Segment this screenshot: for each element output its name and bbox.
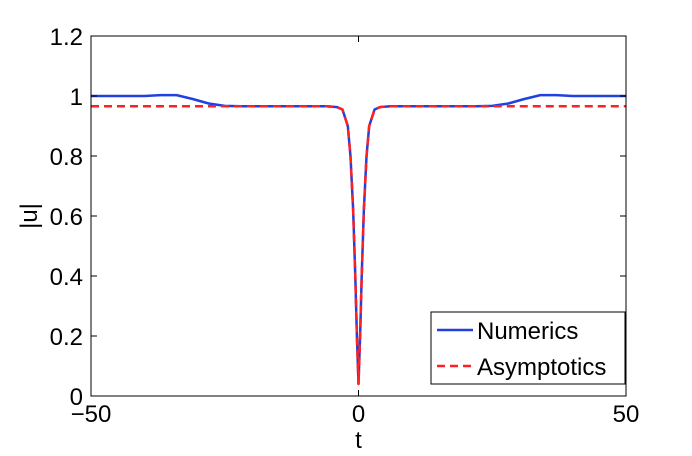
x-tick-label: 0 (352, 401, 365, 428)
y-tick-label: 0.2 (50, 324, 83, 351)
series-asymptotics-line (91, 104, 626, 386)
y-tick-label: 0.8 (50, 144, 83, 171)
x-tick-label: 50 (613, 401, 640, 428)
y-tick-label: 0.6 (50, 204, 83, 231)
series-layer (91, 93, 626, 386)
y-tick-label: 0.4 (50, 264, 83, 291)
y-tick-label: 1.2 (50, 24, 83, 51)
y-tick-label: 0 (70, 384, 83, 411)
x-tick-label: −50 (71, 401, 112, 428)
legend-box (430, 311, 626, 385)
legend-label-asymptotics: Asymptotics (477, 354, 606, 381)
legend: Numerics Asymptotics (430, 311, 626, 385)
legend-label-numerics: Numerics (477, 318, 578, 345)
y-axis-title: |u| (16, 203, 43, 229)
x-axis-title: t (355, 427, 362, 454)
y-tick-label: 1 (70, 84, 83, 111)
